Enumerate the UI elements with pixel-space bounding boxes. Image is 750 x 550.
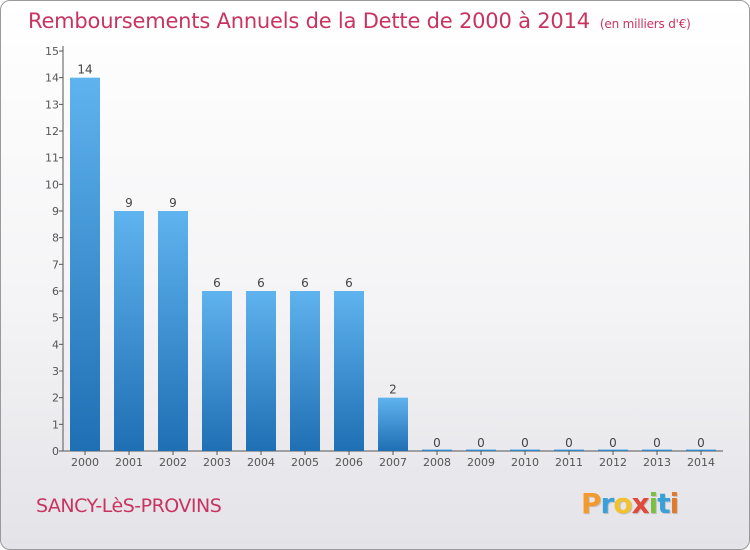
bar bbox=[598, 449, 628, 451]
x-tick-label: 2006 bbox=[335, 456, 363, 469]
y-tick-label: 1 bbox=[52, 418, 59, 431]
x-tick-label: 2008 bbox=[423, 456, 451, 469]
bar bbox=[158, 211, 188, 451]
bar bbox=[378, 397, 408, 451]
data-label: 6 bbox=[257, 276, 265, 290]
bar bbox=[642, 449, 672, 451]
data-label: 0 bbox=[521, 436, 529, 450]
x-tick-label: 2003 bbox=[203, 456, 231, 469]
y-tick-label: 4 bbox=[52, 338, 59, 351]
data-label: 0 bbox=[433, 436, 441, 450]
logo-letter: P bbox=[581, 487, 602, 520]
logo-letter: x bbox=[631, 487, 650, 520]
bar bbox=[202, 291, 232, 451]
bar bbox=[422, 449, 452, 451]
x-tick-label: 2005 bbox=[291, 456, 319, 469]
commune-name: SANCY-LèS-PROVINS bbox=[36, 495, 222, 517]
x-tick-label: 2001 bbox=[115, 456, 143, 469]
y-tick-label: 2 bbox=[52, 392, 59, 405]
logo-letter: r bbox=[600, 487, 615, 520]
logo-letter: o bbox=[613, 487, 632, 520]
bar bbox=[686, 449, 716, 451]
y-tick-label: 5 bbox=[52, 312, 59, 325]
x-tick-label: 2002 bbox=[159, 456, 187, 469]
y-tick-label: 0 bbox=[52, 445, 59, 458]
y-tick-label: 10 bbox=[45, 178, 59, 191]
data-label: 0 bbox=[653, 436, 661, 450]
proxiti-logo: Proxiti bbox=[581, 487, 680, 520]
data-label: 9 bbox=[169, 196, 177, 210]
data-label: 6 bbox=[301, 276, 309, 290]
y-tick-label: 8 bbox=[52, 232, 59, 245]
bar bbox=[114, 211, 144, 451]
bar bbox=[290, 291, 320, 451]
x-tick-label: 2000 bbox=[71, 456, 99, 469]
y-tick-label: 11 bbox=[45, 152, 59, 165]
data-label: 0 bbox=[697, 436, 705, 450]
data-label: 0 bbox=[477, 436, 485, 450]
bar bbox=[510, 449, 540, 451]
y-tick-label: 14 bbox=[45, 72, 59, 85]
y-tick-label: 7 bbox=[52, 258, 59, 271]
y-tick-label: 3 bbox=[52, 365, 59, 378]
x-tick-label: 2009 bbox=[467, 456, 495, 469]
y-tick-label: 13 bbox=[45, 98, 59, 111]
logo-letter: t bbox=[657, 487, 670, 520]
x-tick-label: 2011 bbox=[555, 456, 583, 469]
x-tick-label: 2014 bbox=[687, 456, 715, 469]
logo-letter: i bbox=[648, 487, 659, 520]
x-tick-label: 2010 bbox=[511, 456, 539, 469]
data-label: 6 bbox=[345, 276, 353, 290]
bar bbox=[334, 291, 364, 451]
y-tick-label: 15 bbox=[45, 45, 59, 58]
bar bbox=[466, 449, 496, 451]
bar bbox=[70, 77, 100, 452]
y-tick-label: 12 bbox=[45, 125, 59, 138]
x-tick-label: 2013 bbox=[643, 456, 671, 469]
data-label: 6 bbox=[213, 276, 221, 290]
chart-title: Remboursements Annuels de la Dette de 20… bbox=[28, 9, 691, 33]
data-label: 2 bbox=[389, 383, 397, 397]
y-tick-label: 6 bbox=[52, 285, 59, 298]
data-label: 0 bbox=[609, 436, 617, 450]
logo-letter: i bbox=[669, 487, 680, 520]
data-label: 0 bbox=[565, 436, 573, 450]
y-tick-label: 9 bbox=[52, 205, 59, 218]
x-tick-label: 2004 bbox=[247, 456, 275, 469]
x-tick-label: 2012 bbox=[599, 456, 627, 469]
bar bbox=[246, 291, 276, 451]
data-label: 14 bbox=[77, 63, 92, 77]
data-label: 9 bbox=[125, 196, 133, 210]
title-unit: (en milliers d'€) bbox=[599, 17, 691, 31]
x-tick-label: 2007 bbox=[379, 456, 407, 469]
title-text: Remboursements Annuels de la Dette de 20… bbox=[28, 9, 590, 33]
bar bbox=[554, 449, 584, 451]
